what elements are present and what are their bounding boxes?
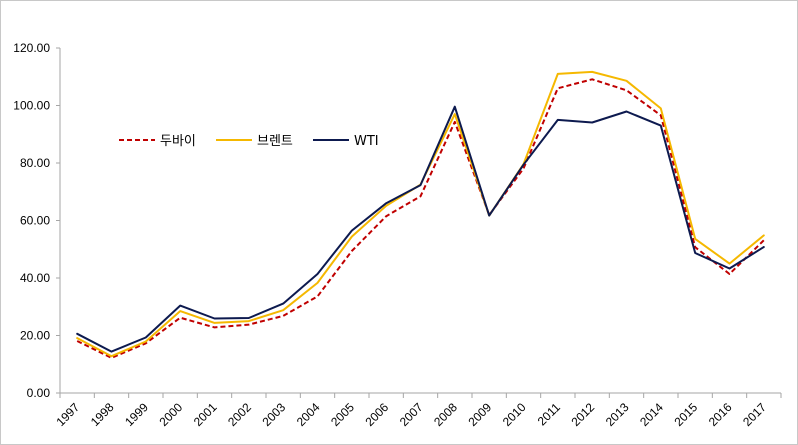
- x-tick-label: 2013: [603, 400, 632, 429]
- series-layer: [76, 70, 765, 359]
- y-tick-label: 120.00: [13, 41, 50, 55]
- legend-label-0: 두바이: [160, 134, 196, 149]
- x-tick-label: 2016: [706, 400, 735, 429]
- y-tick-label: 20.00: [20, 329, 50, 343]
- x-tick-label: 2004: [294, 400, 323, 429]
- x-tick-label: 2000: [156, 400, 185, 429]
- series-line-2: [76, 105, 765, 353]
- x-tick-label: 2008: [431, 400, 460, 429]
- x-tick-label: 2009: [465, 400, 494, 429]
- x-tick-label: 2006: [362, 400, 391, 429]
- y-tick-label: 40.00: [20, 271, 50, 285]
- x-tick-label: 2010: [500, 400, 529, 429]
- x-tick-label: 2014: [637, 400, 666, 429]
- x-tick-label: 2007: [397, 400, 426, 429]
- y-tick-label: 80.00: [20, 156, 50, 170]
- legend: 두바이 브렌트 WTI: [119, 134, 379, 149]
- x-tick-label: 2003: [259, 400, 288, 429]
- legend-label-2: WTI: [354, 134, 379, 149]
- x-axis-ticks: 1997 1998 1999 2000 2001 2002 2003 2004 2005 2006…: [53, 393, 782, 429]
- legend-label-1: 브렌트: [257, 134, 293, 149]
- y-axis-ticks: 0.00 20.00 40.00 60.00 80.00 100.00 120.00: [13, 41, 60, 400]
- x-tick-label: 1998: [88, 400, 117, 429]
- x-tick-label: 2002: [225, 400, 254, 429]
- series-line-0: [76, 78, 765, 359]
- y-tick-label: 100.00: [13, 99, 50, 113]
- y-tick-label: 60.00: [20, 214, 50, 228]
- y-tick-label: 0.00: [27, 386, 51, 400]
- x-tick-label: 2011: [535, 400, 563, 428]
- x-tick-label: 2017: [740, 400, 769, 429]
- x-tick-label: 1999: [122, 400, 151, 429]
- x-tick-label: 2012: [568, 400, 597, 429]
- axes: [59, 48, 781, 394]
- x-tick-label: 1997: [53, 400, 82, 429]
- x-tick-label: 2001: [191, 400, 220, 429]
- x-tick-label: 2015: [671, 400, 700, 429]
- x-tick-label: 2005: [328, 400, 357, 429]
